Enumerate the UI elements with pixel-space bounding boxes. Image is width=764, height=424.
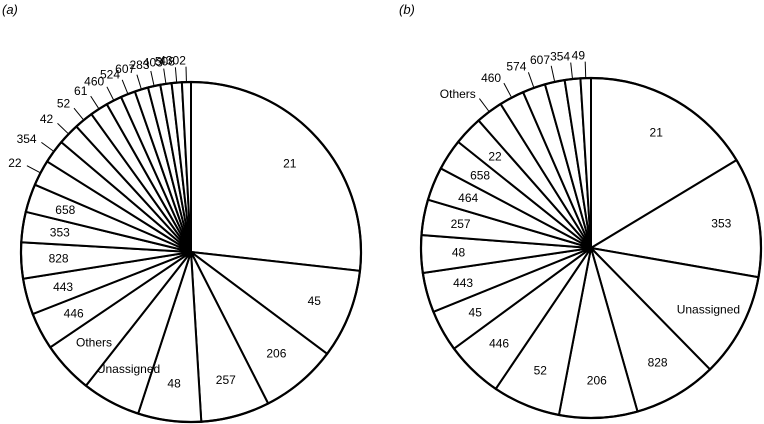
slice-label-607: 607	[115, 62, 135, 76]
slice-label-524: 524	[100, 67, 120, 81]
slice-label-45: 45	[308, 294, 322, 308]
leader-line	[150, 70, 155, 86]
leader-line	[584, 61, 587, 78]
slice-label-others: Others	[76, 335, 112, 349]
slice-label-unassigned: Unassigned	[97, 362, 160, 376]
leader-line	[57, 122, 69, 134]
slice-label-206: 206	[266, 346, 286, 360]
slice-label-257: 257	[451, 217, 471, 231]
pie-slice-21	[190, 80, 362, 272]
pie-outline	[19, 80, 363, 424]
slice-label-21: 21	[283, 157, 297, 171]
slice-label-52: 52	[534, 364, 548, 378]
slice-label-443: 443	[53, 280, 73, 294]
slice-label-354: 354	[550, 50, 570, 64]
slice-label-460: 460	[481, 71, 501, 85]
panel-label-a: (a)	[2, 2, 18, 17]
panel-label-b: (b)	[399, 2, 415, 17]
slice-label-460: 460	[84, 74, 104, 88]
slice-label-52: 52	[57, 97, 71, 111]
slice-label-354: 354	[17, 132, 37, 146]
slice-label-464: 464	[458, 191, 478, 205]
slice-label-257: 257	[216, 373, 236, 387]
slice-label-42: 42	[40, 112, 54, 126]
slice-label-443: 443	[453, 276, 473, 290]
slice-label-607: 607	[530, 53, 550, 67]
pie-outline	[419, 76, 763, 420]
leader-line	[503, 82, 512, 98]
pie-chart-a: (a) 21 45 206 257 48 Unassigned Others 446 443 82…	[2, 2, 363, 424]
slice-label-446: 446	[489, 337, 509, 351]
slice-label-45: 45	[469, 306, 483, 320]
slice-label-others: Others	[440, 87, 476, 101]
leader-line	[550, 65, 555, 82]
slice-label-22: 22	[8, 156, 22, 170]
slice-label-658: 658	[470, 168, 490, 182]
leader-line	[570, 62, 573, 79]
slice-label-353: 353	[711, 217, 731, 231]
leader-line	[26, 165, 40, 173]
slice-label-48: 48	[452, 246, 466, 260]
slice-label-828: 828	[49, 252, 69, 266]
slice-label-49: 49	[572, 49, 586, 63]
slice-label-48: 48	[167, 377, 181, 391]
slice-label-446: 446	[64, 307, 84, 321]
slice-label-61: 61	[74, 84, 88, 98]
slice-label-403: 403	[143, 56, 163, 70]
leader-line	[527, 72, 535, 88]
leader-line	[106, 86, 114, 100]
leader-line	[41, 141, 54, 152]
leader-line	[136, 74, 142, 89]
slice-label-unassigned: Unassigned	[677, 303, 740, 317]
leader-line	[163, 68, 167, 83]
leader-line	[90, 95, 99, 109]
pie-chart-b: (b) 21 353 Unassigned 828 206 52 446 45 443 48 257…	[399, 2, 763, 420]
slice-label-353: 353	[50, 225, 70, 239]
slice-label-4302: 4302	[159, 54, 186, 68]
slice-label-283: 283	[129, 58, 149, 72]
leader-line	[73, 107, 84, 120]
leader-line	[174, 67, 178, 82]
slice-label-508: 508	[155, 54, 175, 68]
leader-line	[121, 79, 129, 94]
slice-label-22: 22	[488, 150, 502, 164]
slice-label-658: 658	[55, 203, 75, 217]
slice-label-206: 206	[587, 374, 607, 388]
leader-line	[478, 98, 490, 112]
slice-label-574: 574	[506, 60, 526, 74]
slice-label-21: 21	[650, 126, 664, 140]
slice-label-828: 828	[648, 356, 668, 370]
